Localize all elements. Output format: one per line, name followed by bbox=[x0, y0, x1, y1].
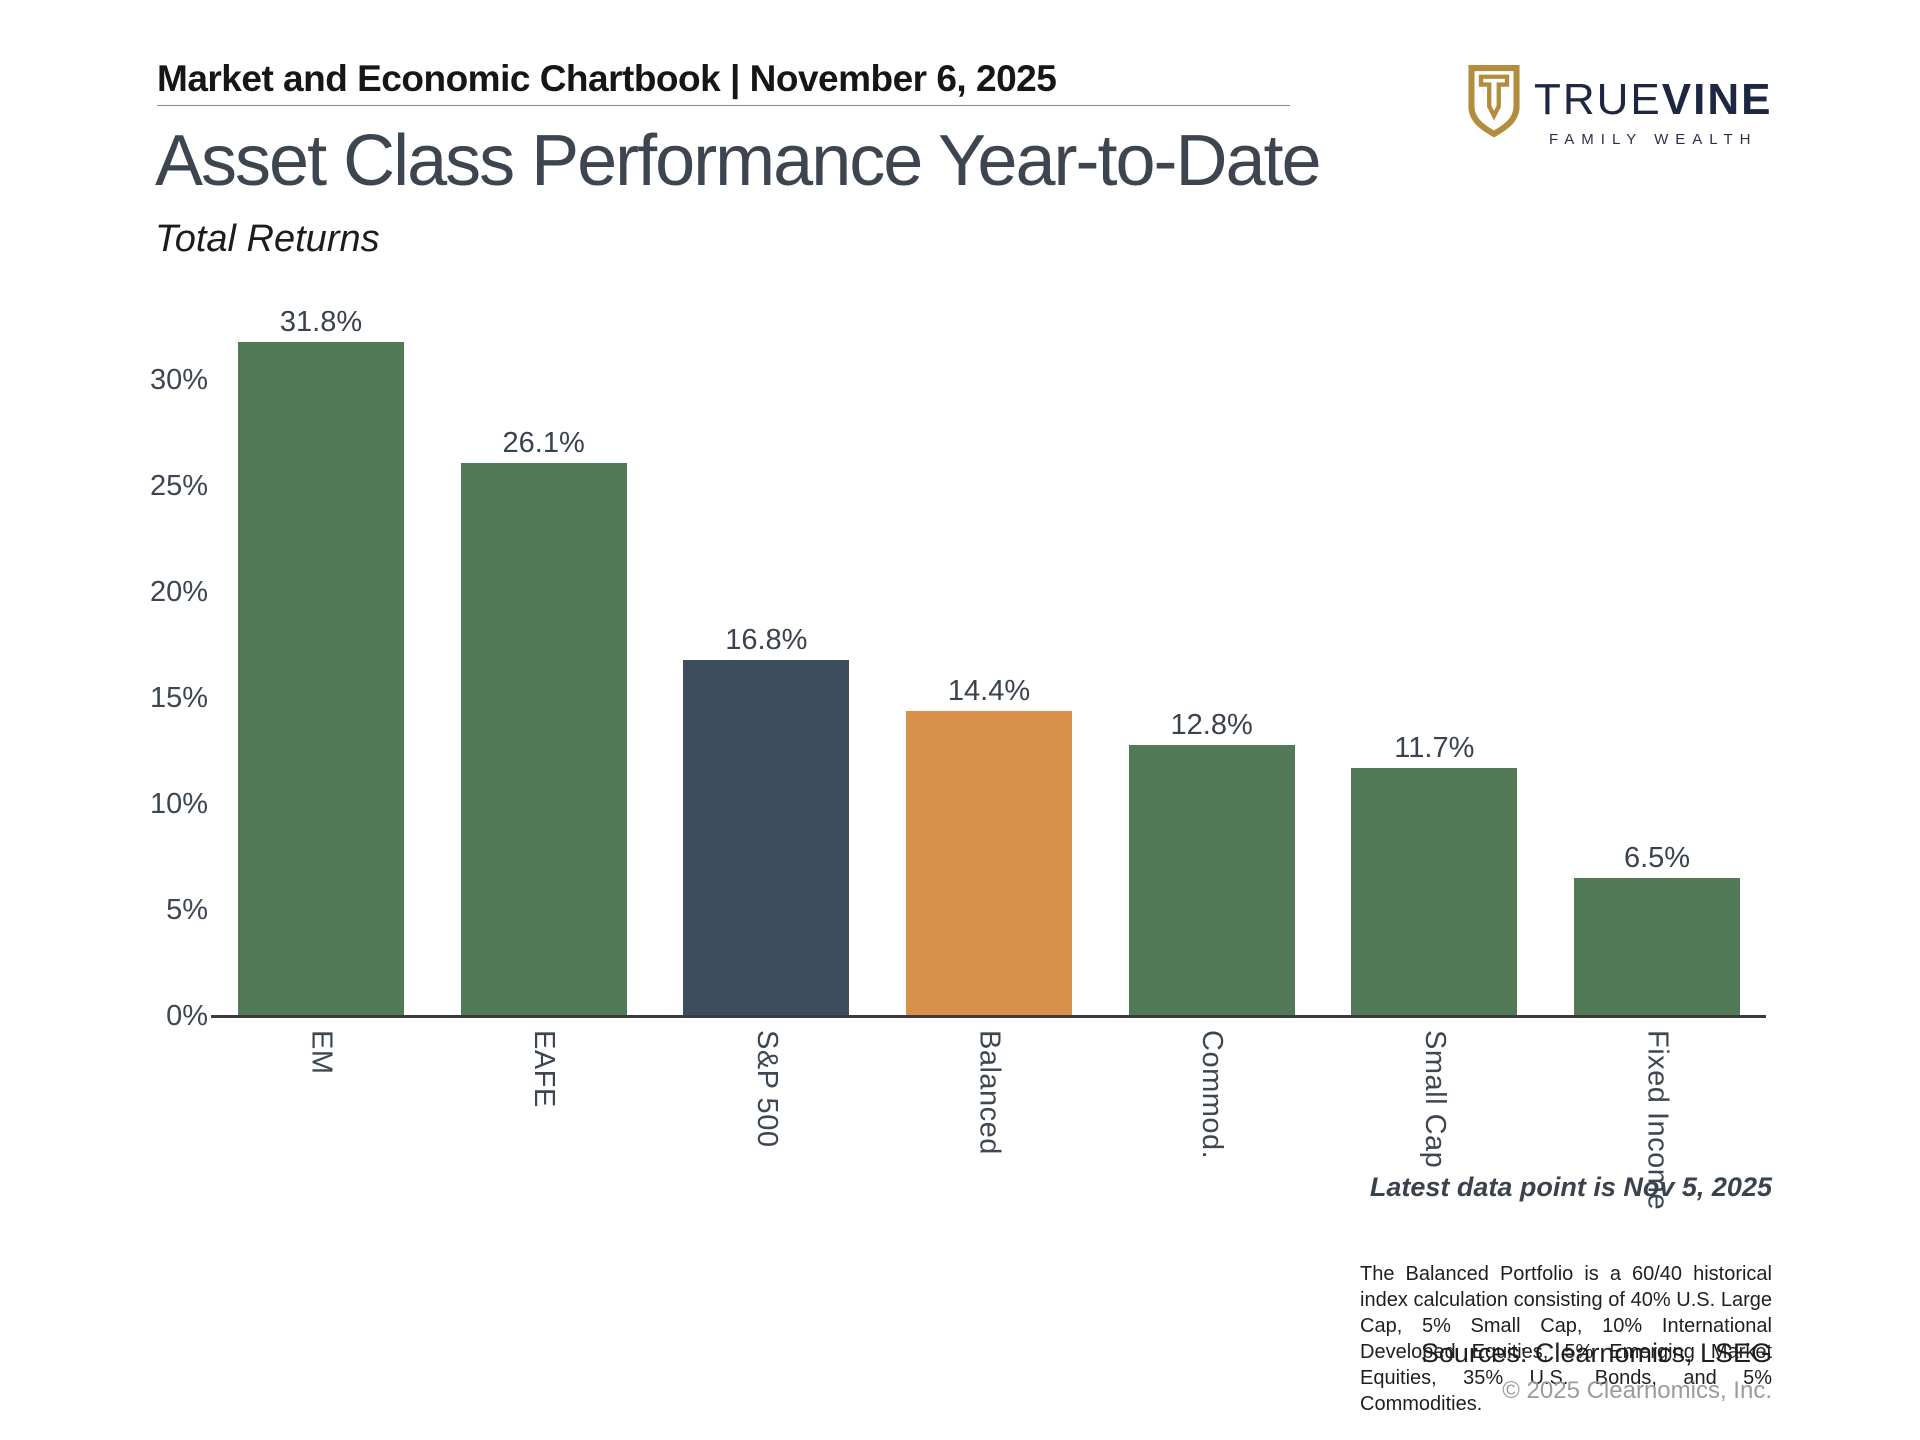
copyright-note: © 2025 Clearnomics, Inc. bbox=[1502, 1377, 1772, 1404]
bar-value-label-balanced: 14.4% bbox=[947, 674, 1031, 707]
logo-text: TRUEVINE FAMILY WEALTH bbox=[1534, 78, 1772, 149]
bar-value-label-small-cap: 11.7% bbox=[1394, 731, 1475, 764]
sources-note: Sources: Clearnomics, LSEG bbox=[1420, 1338, 1772, 1368]
x-axis-label-em: EM bbox=[305, 1030, 338, 1075]
bar-value-label-s-p-500: 16.8% bbox=[725, 623, 808, 656]
y-axis-tick-30pct: 30% bbox=[149, 364, 208, 396]
x-axis-label-fixed-income: Fixed Income bbox=[1641, 1030, 1674, 1211]
y-axis-tick-5pct: 5% bbox=[166, 894, 208, 926]
bar-balanced bbox=[906, 710, 1072, 1016]
bar-s-p-500 bbox=[683, 659, 850, 1016]
chartbook-header: Market and Economic Chartbook | November… bbox=[157, 58, 1057, 99]
y-axis-tick-0pct: 0% bbox=[166, 1000, 208, 1032]
y-axis-tick-15pct: 15% bbox=[149, 682, 208, 714]
page-subtitle: Total Returns bbox=[155, 218, 380, 260]
x-axis-label-eafe: EAFE bbox=[528, 1030, 561, 1108]
bar-fixed-income bbox=[1574, 878, 1741, 1016]
x-axis-label-balanced: Balanced bbox=[973, 1030, 1006, 1155]
x-axis-label-commod: Commod. bbox=[1196, 1030, 1229, 1160]
bar-value-label-em: 31.8% bbox=[279, 305, 363, 338]
y-axis-tick-10pct: 10% bbox=[149, 788, 208, 820]
logo-tagline: FAMILY WEALTH bbox=[1548, 131, 1758, 148]
bar-value-label-fixed-income: 6.5% bbox=[1623, 842, 1691, 875]
truevine-shield-icon bbox=[1468, 65, 1520, 138]
latest-data-note: Latest data point is Nov 5, 2025 bbox=[1369, 1172, 1772, 1202]
balanced-portfolio-footnote: The Balanced Portfolio is a 60/40 histor… bbox=[1360, 1263, 1772, 1415]
bar-eafe bbox=[460, 462, 627, 1016]
bar-value-label-commod: 12.8% bbox=[1170, 708, 1253, 741]
x-axis-label-small-cap: Small Cap bbox=[1418, 1030, 1451, 1169]
bar-commod bbox=[1128, 744, 1295, 1016]
bar-small-cap bbox=[1351, 767, 1518, 1016]
logo-brand-primary: TRUE bbox=[1534, 75, 1662, 124]
bar-value-label-eafe: 26.1% bbox=[502, 426, 585, 459]
x-axis-line bbox=[211, 1015, 1766, 1018]
x-axis-label-s-p-500: S&P 500 bbox=[750, 1030, 783, 1148]
header-divider bbox=[157, 105, 1290, 106]
y-axis-tick-25pct: 25% bbox=[149, 470, 208, 502]
logo-wordmark: TRUEVINE bbox=[1534, 78, 1772, 122]
page-title: Asset Class Performance Year-to-Date bbox=[155, 121, 1322, 201]
truevine-logo: TRUEVINE FAMILY WEALTH bbox=[1468, 64, 1772, 148]
y-axis-tick-20pct: 20% bbox=[149, 576, 208, 608]
bar-em bbox=[238, 341, 404, 1016]
logo-brand-secondary: VINE bbox=[1661, 75, 1773, 124]
